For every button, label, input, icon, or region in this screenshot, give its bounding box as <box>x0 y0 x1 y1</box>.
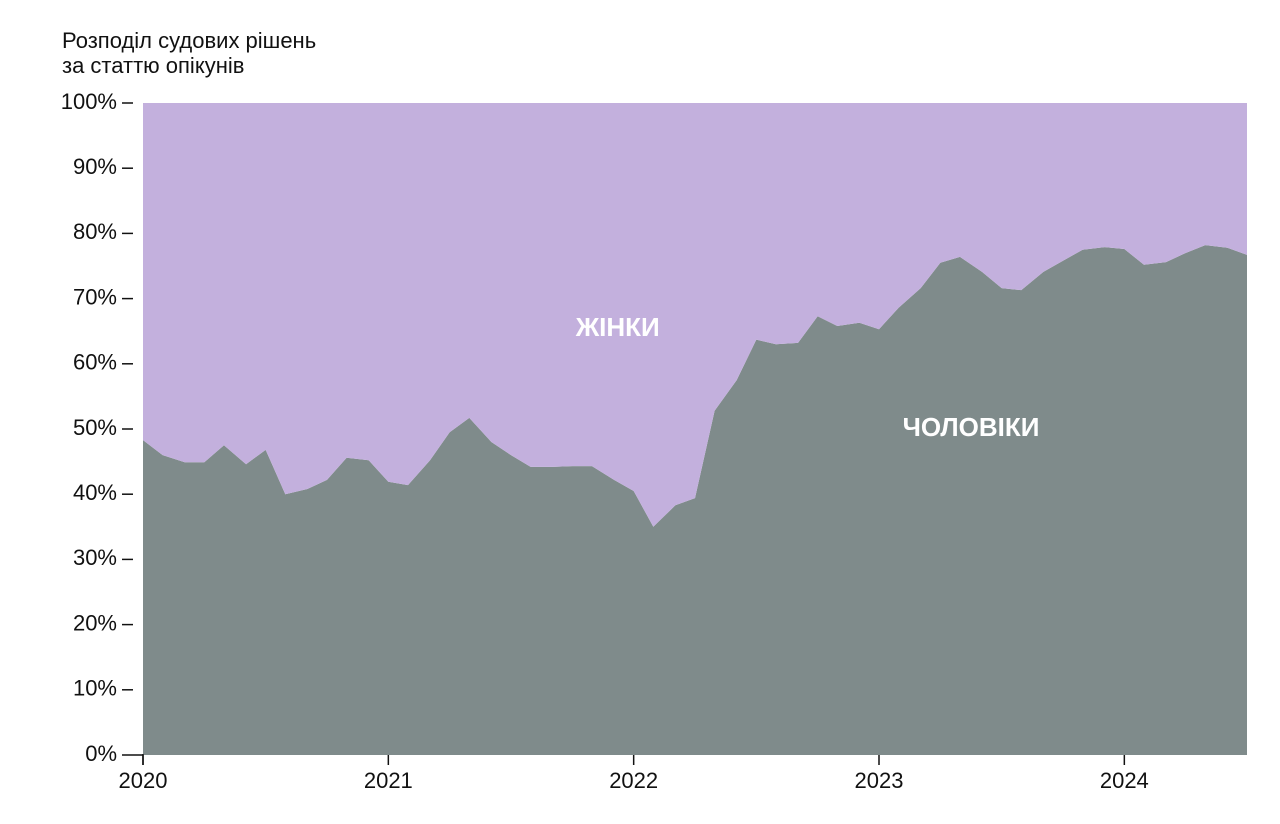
area <box>143 245 1247 756</box>
y-tick-label: 40% <box>73 480 117 505</box>
y-tick-label: 10% <box>73 676 117 701</box>
series-label: ЧОЛОВІКИ <box>903 412 1040 442</box>
area <box>143 103 1247 527</box>
chart-title: за статтю опікунів <box>62 53 244 78</box>
chart-title: Розподіл судових рішень <box>62 28 316 53</box>
x-tick-label: 2024 <box>1100 768 1149 793</box>
series-label: ЖІНКИ <box>575 312 660 342</box>
y-tick-label: 0% <box>85 741 117 766</box>
x-tick-label: 2020 <box>119 768 168 793</box>
y-tick-label: 70% <box>73 284 117 309</box>
x-tick-label: 2023 <box>855 768 904 793</box>
x-tick-label: 2021 <box>364 768 413 793</box>
y-tick-label: 20% <box>73 610 117 635</box>
y-tick-label: 100% <box>61 89 117 114</box>
y-tick-label: 80% <box>73 219 117 244</box>
y-tick-label: 30% <box>73 545 117 570</box>
y-tick-label: 60% <box>73 350 117 375</box>
y-tick-label: 90% <box>73 154 117 179</box>
y-tick-label: 50% <box>73 415 117 440</box>
x-tick-label: 2022 <box>609 768 658 793</box>
